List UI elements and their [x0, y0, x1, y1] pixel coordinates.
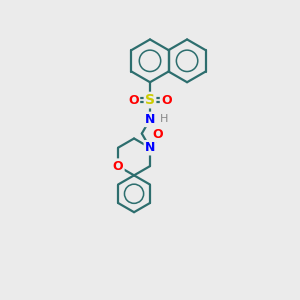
Text: O: O	[128, 94, 139, 106]
Text: H: H	[160, 114, 169, 124]
Text: N: N	[145, 141, 155, 154]
Text: N: N	[145, 113, 155, 126]
Text: O: O	[161, 94, 172, 106]
Text: O: O	[113, 160, 123, 172]
Text: S: S	[145, 93, 155, 107]
Text: O: O	[152, 128, 163, 141]
